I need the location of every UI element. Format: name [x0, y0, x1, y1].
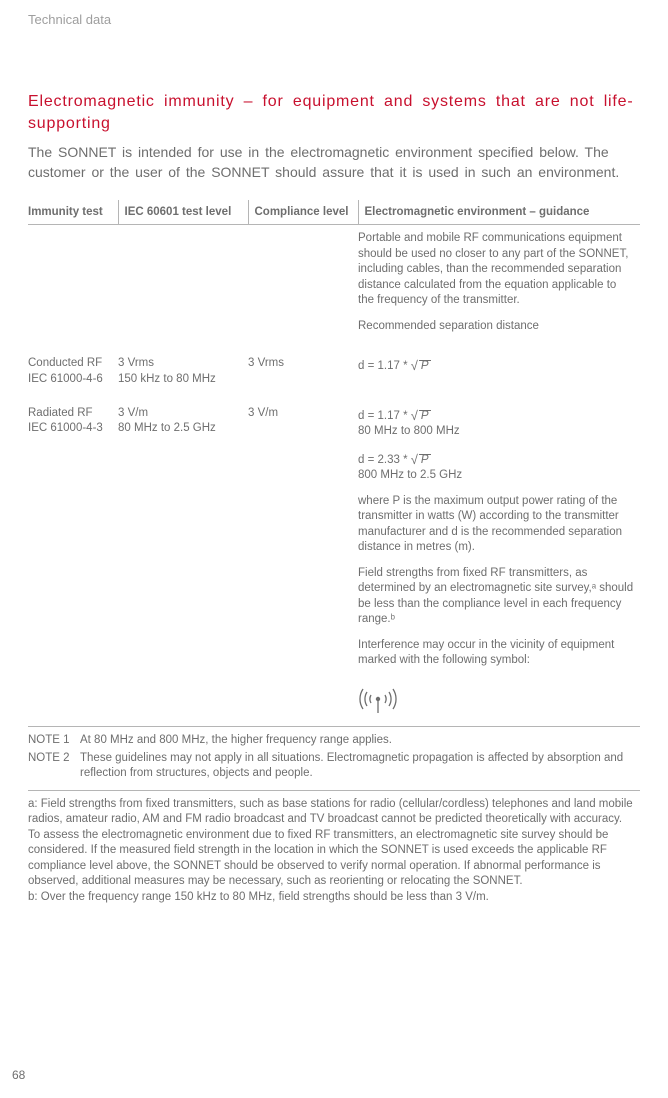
table-notes-row: NOTE 1 At 80 MHz and 800 MHz, the higher… — [28, 727, 640, 791]
p-var: P — [419, 410, 431, 422]
footnote-b: b: Over the frequency range 150 kHz to 8… — [28, 890, 634, 906]
d-formula-3-prefix: d = 2.33 * — [358, 454, 411, 466]
footnote-a: a: Field strengths from fixed transmitte… — [28, 797, 634, 890]
section-header: Technical data — [28, 12, 640, 27]
sqrt-icon: √ — [411, 408, 418, 423]
th-iec-level: IEC 60601 test level — [118, 200, 248, 225]
level-3vm: 3 V/m — [118, 406, 242, 422]
guidance-recsep: Recommended separation distance — [358, 319, 634, 335]
note2-text: These guidelines may not apply in all si… — [80, 751, 634, 782]
d-formula-2-prefix: d = 1.17 * — [358, 410, 411, 422]
note1-text: At 80 MHz and 800 MHz, the higher freque… — [80, 733, 392, 749]
table-row: Conducted RF IEC 61000-4-6 3 Vrms 150 kH… — [28, 350, 640, 393]
p-var: P — [419, 360, 431, 372]
sqrt-icon: √ — [411, 358, 418, 373]
table-row: Portable and mobile RF communications eq… — [28, 225, 640, 351]
th-guidance: Electromagnetic environment – guidance — [358, 200, 640, 225]
level-range-2: 80 MHz to 2.5 GHz — [118, 421, 242, 437]
d-formula-2-range: 80 MHz to 800 MHz — [358, 424, 634, 440]
level-3vrms: 3 Vrms — [118, 356, 242, 372]
th-immunity-test: Immunity test — [28, 200, 118, 225]
test-conducted-rf: Conducted RF — [28, 356, 112, 372]
guidance-portable: Portable and mobile RF communications eq… — [358, 231, 634, 309]
immunity-table: Immunity test IEC 60601 test level Compl… — [28, 200, 640, 911]
guidance-where: where P is the maximum output power rati… — [358, 494, 634, 556]
test-radiated-iec: IEC 61000-4-3 — [28, 421, 112, 437]
d-formula-3-range: 800 MHz to 2.5 GHz — [358, 468, 634, 484]
note1-label: NOTE 1 — [28, 733, 80, 749]
page-title: Electromagnetic immunity – for equipment… — [28, 91, 640, 136]
test-conducted-iec: IEC 61000-4-6 — [28, 372, 112, 388]
table-footer-row: a: Field strengths from fixed transmitte… — [28, 790, 640, 911]
intro-paragraph: The SONNET is intended for use in the el… — [28, 142, 640, 183]
guidance-interf: Interference may occur in the vicinity o… — [358, 638, 634, 669]
note2-label: NOTE 2 — [28, 751, 80, 782]
comp-3vrms: 3 Vrms — [248, 350, 358, 393]
test-radiated-rf: Radiated RF — [28, 406, 112, 422]
level-range-1: 150 kHz to 80 MHz — [118, 372, 242, 388]
page-number: 68 — [12, 1068, 25, 1082]
th-compliance: Compliance level — [248, 200, 358, 225]
comp-3vm: 3 V/m — [248, 394, 358, 727]
guidance-field: Field strengths from fixed RF transmitte… — [358, 566, 634, 628]
d-formula-1-prefix: d = 1.17 * — [358, 360, 411, 372]
p-var: P — [419, 454, 431, 466]
sqrt-icon: √ — [411, 452, 418, 467]
rf-interference-icon — [358, 683, 398, 721]
table-row: Radiated RF IEC 61000-4-3 3 V/m 80 MHz t… — [28, 394, 640, 727]
